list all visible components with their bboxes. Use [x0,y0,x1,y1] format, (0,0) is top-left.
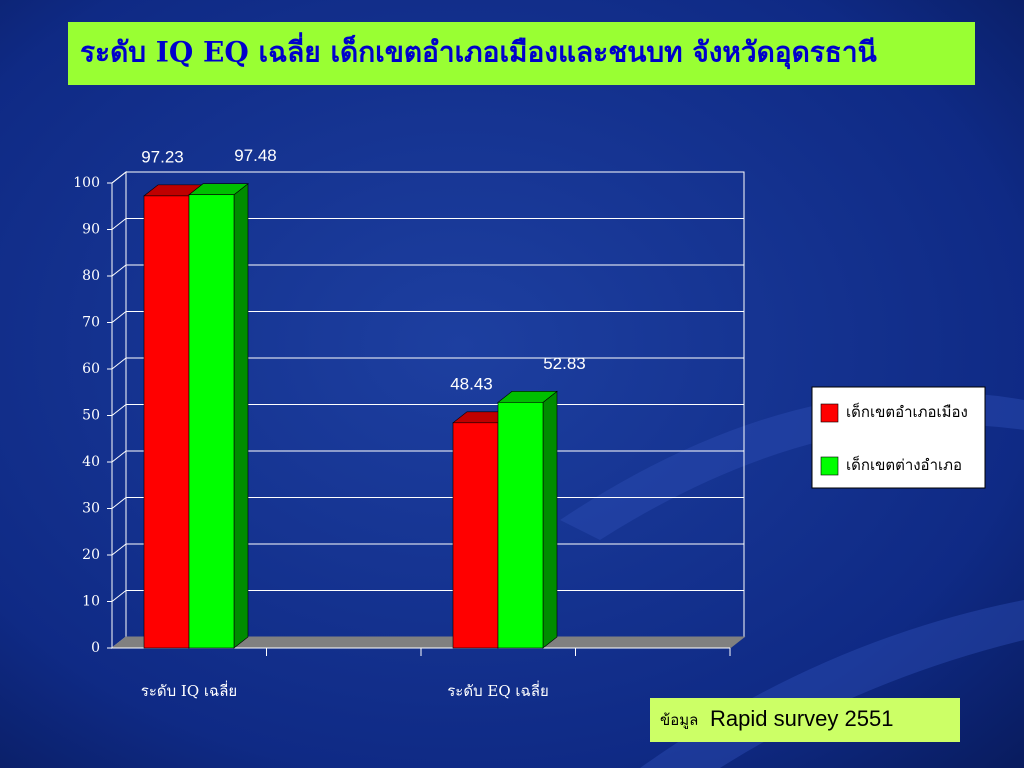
y-tick-label: 90 [82,222,100,238]
title-box [68,22,975,85]
bar-side [542,390,558,649]
grid-line [111,357,127,370]
x-tick-label: ระดับ IQ เฉลี่ย [141,680,237,700]
legend-label: เด็กเขตต่างอำเภอ [846,455,962,474]
y-tick-label: 10 [82,594,100,610]
grid-line [111,450,127,463]
source-label: ข้อมูล [660,711,698,729]
x-tick-label: ระดับ EQ เฉลี่ย [447,680,548,700]
bar [143,195,190,649]
grid-line [111,497,127,509]
y-tick-label: 0 [91,640,100,656]
bar-side [233,183,249,649]
grid-line [111,590,127,602]
bar [452,422,499,649]
grid-line [111,264,127,277]
plot: 0 10 20 30 40 50 60 70 80 90 100 ระดับ IQ เฉลี่ย 97.… [73,146,968,700]
bar [497,402,544,649]
grid-line [111,404,127,416]
value-label: 97.23 [141,147,184,166]
y-tick-label: 50 [82,408,100,424]
legend-label: เด็กเขตอำเภอเมือง [846,402,968,421]
source-box [650,698,960,742]
grid-line [111,171,127,184]
value-label: 52.83 [543,354,586,373]
grid-line [111,218,127,230]
legend-swatch [820,403,839,423]
chart-title: ระดับ IQ EQ เฉลี่ย เด็กเขตอำเภอเมืองและช… [80,32,877,70]
y-tick-label: 40 [82,454,100,470]
y-tick-label: 70 [82,315,100,331]
bar [188,194,235,649]
y-tick-label: 60 [82,361,100,377]
source-text: Rapid survey 2551 [710,706,893,731]
value-label: 97.48 [234,146,277,165]
y-tick-label: 20 [82,547,100,563]
grid-line [111,543,127,556]
value-label: 48.43 [450,374,493,393]
legend-box [811,386,986,489]
y-tick-label: 30 [82,501,100,517]
y-tick-label: 100 [73,175,100,191]
y-tick-label: 80 [82,268,100,284]
legend-swatch [820,456,839,476]
grid-line [111,311,127,323]
